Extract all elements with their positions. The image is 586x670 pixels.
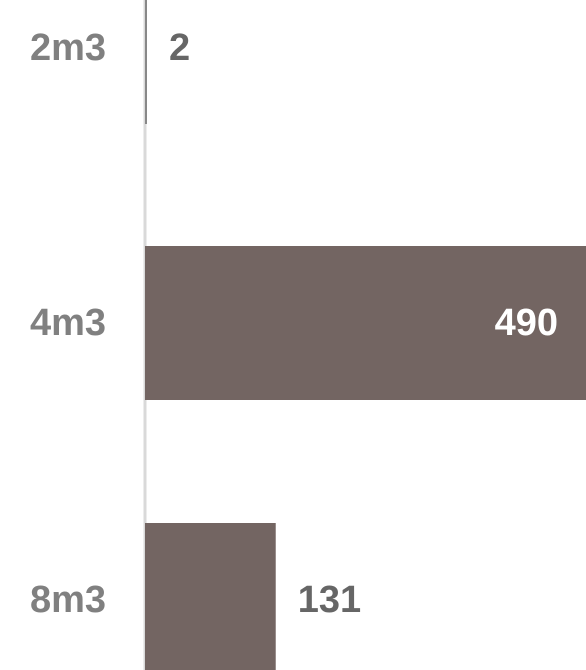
bar-4m3: [145, 246, 586, 400]
bar-8m3: [145, 523, 276, 670]
category-label-2m3: 2m3: [30, 27, 106, 69]
value-label-8m3: 131: [298, 579, 361, 621]
category-label-4m3: 4m3: [30, 302, 106, 344]
category-label-8m3: 8m3: [30, 579, 106, 621]
value-label-2m3: 2: [169, 27, 190, 69]
bar-2m3: [145, 0, 147, 124]
value-label-4m3: 490: [495, 302, 558, 344]
